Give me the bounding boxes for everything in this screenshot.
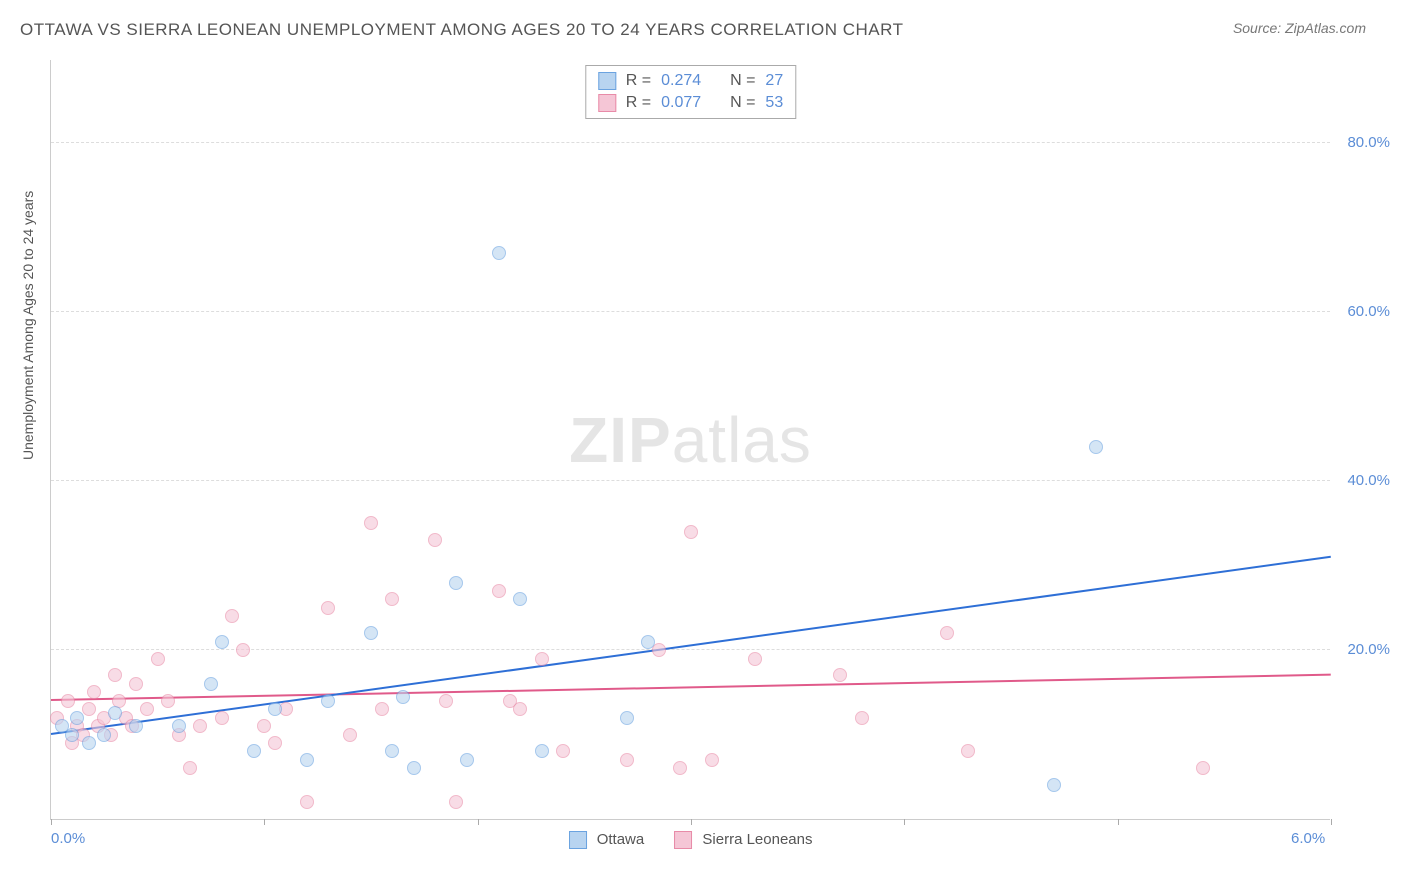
point-sierra bbox=[492, 584, 506, 598]
point-sierra bbox=[385, 592, 399, 606]
y-tick-label: 80.0% bbox=[1347, 134, 1390, 151]
point-sierra bbox=[673, 761, 687, 775]
point-sierra bbox=[87, 685, 101, 699]
stats-row-sierra: R = 0.077 N = 53 bbox=[598, 92, 783, 114]
point-ottawa bbox=[268, 702, 282, 716]
point-sierra bbox=[940, 626, 954, 640]
point-sierra bbox=[215, 711, 229, 725]
swatch-sierra bbox=[598, 94, 616, 112]
point-sierra bbox=[161, 694, 175, 708]
point-sierra bbox=[833, 668, 847, 682]
x-tick bbox=[904, 819, 905, 825]
y-tick-label: 40.0% bbox=[1347, 472, 1390, 489]
point-ottawa bbox=[247, 744, 261, 758]
point-ottawa bbox=[641, 635, 655, 649]
point-sierra bbox=[961, 744, 975, 758]
point-sierra bbox=[300, 795, 314, 809]
point-ottawa bbox=[1047, 778, 1061, 792]
x-tick bbox=[1331, 819, 1332, 825]
point-sierra bbox=[705, 753, 719, 767]
stats-row-ottawa: R = 0.274 N = 27 bbox=[598, 70, 783, 92]
point-sierra bbox=[236, 643, 250, 657]
point-sierra bbox=[855, 711, 869, 725]
point-ottawa bbox=[108, 706, 122, 720]
x-tick bbox=[264, 819, 265, 825]
point-ottawa bbox=[492, 246, 506, 260]
point-sierra bbox=[439, 694, 453, 708]
point-ottawa bbox=[82, 736, 96, 750]
stats-legend: R = 0.274 N = 27 R = 0.077 N = 53 bbox=[585, 65, 796, 119]
point-ottawa bbox=[513, 592, 527, 606]
gridline bbox=[51, 142, 1330, 143]
y-axis-label: Unemployment Among Ages 20 to 24 years bbox=[20, 191, 36, 460]
point-sierra bbox=[684, 525, 698, 539]
y-tick-label: 60.0% bbox=[1347, 303, 1390, 320]
point-sierra bbox=[108, 668, 122, 682]
point-sierra bbox=[513, 702, 527, 716]
point-ottawa bbox=[535, 744, 549, 758]
point-sierra bbox=[343, 728, 357, 742]
point-ottawa bbox=[204, 677, 218, 691]
source-attribution: Source: ZipAtlas.com bbox=[1233, 20, 1366, 36]
x-tick bbox=[51, 819, 52, 825]
point-ottawa bbox=[396, 690, 410, 704]
gridline bbox=[51, 311, 1330, 312]
point-sierra bbox=[556, 744, 570, 758]
watermark: ZIPatlas bbox=[569, 403, 812, 477]
point-sierra bbox=[129, 677, 143, 691]
y-tick-label: 20.0% bbox=[1347, 641, 1390, 658]
point-ottawa bbox=[407, 761, 421, 775]
point-ottawa bbox=[460, 753, 474, 767]
chart-title: OTTAWA VS SIERRA LEONEAN UNEMPLOYMENT AM… bbox=[20, 20, 903, 40]
point-sierra bbox=[375, 702, 389, 716]
point-sierra bbox=[193, 719, 207, 733]
point-ottawa bbox=[321, 694, 335, 708]
x-tick-label: 0.0% bbox=[51, 830, 85, 847]
point-sierra bbox=[225, 609, 239, 623]
point-ottawa bbox=[129, 719, 143, 733]
point-ottawa bbox=[364, 626, 378, 640]
scatter-plot: ZIPatlas R = 0.274 N = 27 R = 0.077 N = … bbox=[50, 60, 1330, 820]
point-sierra bbox=[428, 533, 442, 547]
point-sierra bbox=[748, 652, 762, 666]
x-tick bbox=[478, 819, 479, 825]
point-sierra bbox=[449, 795, 463, 809]
legend-item-sierra: Sierra Leoneans bbox=[674, 831, 812, 849]
point-ottawa bbox=[215, 635, 229, 649]
point-ottawa bbox=[70, 711, 84, 725]
trendline-sierra bbox=[51, 673, 1331, 700]
series-legend: Ottawa Sierra Leoneans bbox=[569, 831, 813, 849]
point-sierra bbox=[257, 719, 271, 733]
point-sierra bbox=[151, 652, 165, 666]
point-sierra bbox=[268, 736, 282, 750]
point-sierra bbox=[82, 702, 96, 716]
point-sierra bbox=[620, 753, 634, 767]
point-sierra bbox=[61, 694, 75, 708]
swatch-ottawa bbox=[598, 72, 616, 90]
point-sierra bbox=[1196, 761, 1210, 775]
point-sierra bbox=[321, 601, 335, 615]
x-tick bbox=[691, 819, 692, 825]
point-ottawa bbox=[385, 744, 399, 758]
point-sierra bbox=[364, 516, 378, 530]
point-ottawa bbox=[172, 719, 186, 733]
swatch-ottawa-icon bbox=[569, 831, 587, 849]
point-ottawa bbox=[449, 576, 463, 590]
point-ottawa bbox=[300, 753, 314, 767]
swatch-sierra-icon bbox=[674, 831, 692, 849]
x-tick-label: 6.0% bbox=[1291, 830, 1325, 847]
point-ottawa bbox=[620, 711, 634, 725]
point-ottawa bbox=[65, 728, 79, 742]
point-ottawa bbox=[1089, 440, 1103, 454]
gridline bbox=[51, 480, 1330, 481]
point-sierra bbox=[183, 761, 197, 775]
point-sierra bbox=[535, 652, 549, 666]
point-ottawa bbox=[97, 728, 111, 742]
point-sierra bbox=[140, 702, 154, 716]
x-tick bbox=[1118, 819, 1119, 825]
legend-item-ottawa: Ottawa bbox=[569, 831, 645, 849]
